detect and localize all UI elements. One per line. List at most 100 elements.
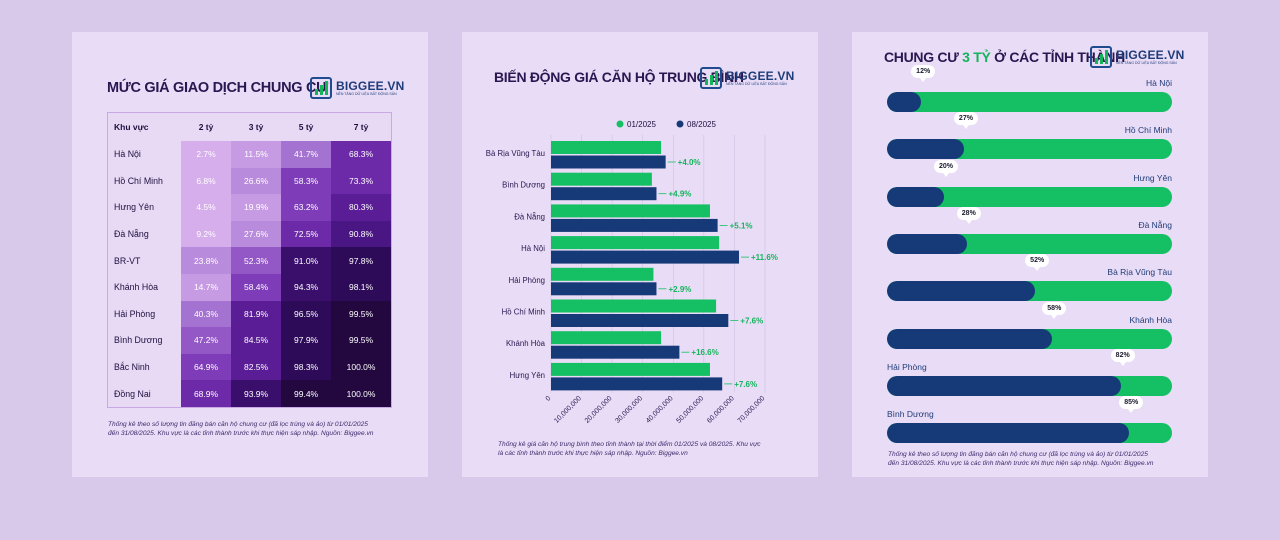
row-label: Đồng Nai: [108, 380, 181, 407]
progress-track: [887, 139, 1172, 160]
title-prefix: Chung cư: [884, 49, 959, 65]
heat-cell: 4.5%: [181, 194, 232, 221]
heat-cell: 2.7%: [181, 141, 232, 168]
column-header: 7 tỷ: [331, 113, 391, 141]
region-label: Đà Nẵng: [1138, 219, 1172, 230]
heat-cell: 97.8%: [331, 247, 391, 274]
table-row: Bình Dương 47.2% 84.5% 97.9% 99.5%: [108, 327, 391, 354]
bar-08-2025: [551, 250, 740, 264]
heat-cell: 58.3%: [281, 167, 332, 195]
footnote: Thống kê giá căn hộ trung bình theo tỉnh…: [498, 440, 761, 458]
x-tick-label: 10,000,000: [553, 395, 583, 425]
panel-title: Mức giá giao dịch chung cư: [107, 80, 328, 96]
biggee-logo: BIGGEE.VN NỀN TẢNG DỮ LIỆU BẤT ĐỘNG SẢN: [310, 77, 404, 99]
biggee-logo: BIGGEE.VN NỀN TẢNG DỮ LIỆU BẤT ĐỘNG SẢN: [700, 67, 794, 89]
region-label: Hải Phòng: [887, 361, 927, 372]
heat-cell: 84.5%: [231, 327, 282, 354]
logo-tagline: NỀN TẢNG DỮ LIỆU BẤT ĐỘNG SẢN: [1116, 60, 1177, 65]
legend-label: 01/2025: [627, 120, 656, 129]
change-label: +4.0%: [678, 158, 701, 167]
change-label: +7.6%: [734, 380, 757, 389]
heat-cell: 99.4%: [281, 380, 332, 407]
footnote-line-2: đến 31/08/2025. Khu vực là các tỉnh thàn…: [108, 430, 374, 437]
table-row: Bắc Ninh 64.9% 82.5% 98.3% 100.0%: [108, 353, 391, 381]
heat-cell: 100.0%: [331, 380, 391, 407]
heat-cell: 98.1%: [331, 273, 391, 301]
heat-cell: 90.8%: [331, 220, 391, 248]
heat-cell: 47.2%: [181, 327, 232, 354]
heat-cell: 40.3%: [181, 300, 232, 328]
chart-icon: [310, 77, 332, 99]
progress-track: [887, 375, 1172, 396]
bar-08-2025: [551, 187, 657, 201]
heat-cell: 23.8%: [181, 247, 232, 274]
price-bar-chart: 01/2025 08/2025 Bà Rịa Vũng Tàu +4.0% Bình D…: [486, 120, 778, 425]
bar-08-2025: [551, 218, 718, 232]
bar-01-2025: [551, 267, 654, 281]
heat-cell: 63.2%: [281, 194, 332, 221]
table-row: BR-VT 23.8% 52.3% 91.0% 97.8%: [108, 247, 391, 274]
category-label: Hưng Yên: [510, 371, 545, 380]
heat-cell: 9.2%: [181, 220, 232, 248]
x-tick-label: 70,000,000: [737, 395, 767, 425]
bar-01-2025: [551, 299, 717, 313]
progress-track: [887, 186, 1172, 207]
column-header-region: Khu vực: [108, 113, 181, 141]
column-header: 2 tỷ: [181, 113, 232, 141]
bar-08-2025: [551, 155, 666, 169]
progress-track: [887, 328, 1172, 349]
percent-pin: 27%: [953, 112, 978, 130]
row-label: Đà Nẵng: [108, 220, 181, 248]
heat-cell: 68.9%: [181, 380, 232, 407]
bar-chart-panel: Biến động giá căn hộ trung bình BIGGEE.V…: [462, 32, 818, 477]
logo-brand: BIGGEE.VN: [336, 78, 405, 93]
row-label: Hồ Chí Minh: [108, 167, 181, 195]
change-label: +7.6%: [740, 317, 763, 326]
bar-08-2025: [551, 282, 657, 296]
heat-cell: 99.5%: [331, 300, 391, 328]
percent-pin: 85%: [1119, 396, 1144, 414]
percent-pin: 58%: [1042, 301, 1067, 319]
x-tick-label: 30,000,000: [614, 395, 644, 425]
footnote: Thống kê theo số lượng tin đăng bán căn …: [888, 450, 1153, 468]
heat-cell: 14.7%: [181, 273, 232, 301]
table-row: Đà Nẵng 9.2% 27.6% 72.5% 90.8%: [108, 220, 391, 248]
heat-cell: 27.6%: [231, 220, 282, 248]
heat-cell: 11.5%: [231, 141, 282, 168]
heat-cell: 26.6%: [231, 167, 282, 195]
heat-cell: 91.0%: [281, 247, 332, 274]
heatmap-table: Khu vực 2 tỷ 3 tỷ 5 tỷ 7 tỷ Hà Nội 2.7% 11.5% 4…: [107, 112, 392, 408]
bar-01-2025: [551, 362, 710, 376]
heat-cell: 82.5%: [231, 353, 282, 381]
percent-pin: 12%: [911, 65, 936, 82]
legend-swatch: [676, 120, 684, 128]
footnote: Thống kê theo số lượng tin đăng bán căn …: [108, 420, 373, 438]
chart-icon: [700, 67, 722, 89]
biggee-logo: BIGGEE.VN NỀN TẢNG DỮ LIỆU BẤT ĐỘNG SẢN: [1090, 46, 1184, 68]
row-label: BR-VT: [108, 247, 181, 274]
category-label: Hồ Chí Minh: [502, 308, 545, 317]
progress-fill: [887, 328, 1053, 349]
progress-fill: [887, 139, 964, 160]
progress-panel: Chung cư 3 tỷ ở các tỉnh thành BIGGEE.VN…: [852, 32, 1208, 477]
heat-cell: 93.9%: [231, 380, 282, 407]
progress-track: [887, 92, 1172, 112]
table-row: Hưng Yên 4.5% 19.9% 63.2% 80.3%: [108, 194, 391, 221]
heat-cell: 80.3%: [331, 194, 391, 221]
progress-track: [887, 281, 1172, 302]
row-label: Hải Phòng: [108, 300, 181, 328]
heat-cell: 99.5%: [331, 327, 391, 354]
percent-pin: 28%: [956, 206, 981, 224]
region-label: Hồ Chí Minh: [1124, 125, 1172, 136]
table-row: Khánh Hòa 14.7% 58.4% 94.3% 98.1%: [108, 273, 391, 301]
heat-cell: 100.0%: [331, 353, 391, 381]
logo-brand: BIGGEE.VN: [1116, 47, 1185, 62]
percent-pin: 52%: [1025, 254, 1050, 272]
progress-track: [887, 233, 1172, 254]
footnote-line-1: Thống kê theo số lượng tin đăng bán căn …: [108, 421, 368, 428]
progress-fill: [887, 92, 922, 112]
bar-01-2025: [551, 331, 662, 345]
region-label: Hà Nội: [1146, 78, 1172, 88]
category-label: Hải Phòng: [509, 276, 545, 285]
category-label: Bình Dương: [502, 181, 545, 190]
